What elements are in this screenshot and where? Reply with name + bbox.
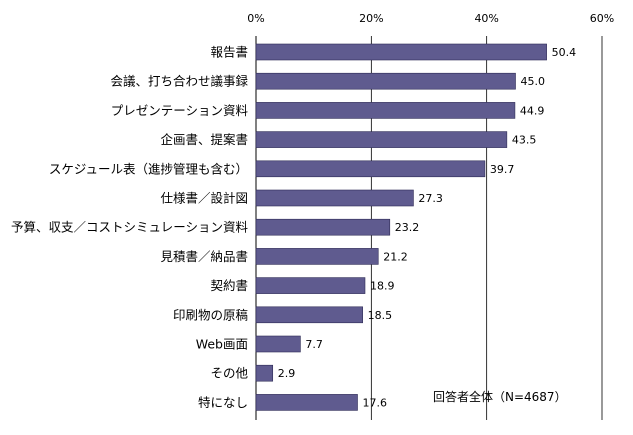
respondents-note: 回答者全体（N=4687）	[433, 389, 567, 404]
bar	[255, 72, 516, 90]
bar	[255, 335, 301, 353]
category-label: プレゼンテーション資料	[111, 103, 249, 118]
x-axis-ticks: 0% 20% 40% 60%	[247, 12, 614, 25]
value-labels: 50.4 45.0 44.9 43.5 39.7 27.3 23.2 21.2 18.9 18.5…	[278, 46, 576, 409]
bar	[255, 277, 366, 294]
category-label: 契約書	[210, 278, 248, 293]
data-label: 2.9	[278, 367, 296, 380]
category-label: Web画面	[196, 337, 248, 352]
data-label: 18.5	[368, 309, 393, 322]
data-label: 45.0	[521, 75, 546, 88]
data-label: 18.9	[370, 280, 395, 293]
data-label: 44.9	[520, 104, 545, 117]
x-tick-label: 0%	[247, 12, 264, 25]
category-label: 会議、打ち合わせ議事録	[110, 74, 248, 89]
data-label: 27.3	[418, 192, 443, 205]
bar	[255, 131, 508, 148]
bar	[255, 306, 363, 324]
x-tick-label: 20%	[359, 12, 383, 25]
data-label: 23.2	[395, 221, 420, 234]
x-tick-label: 40%	[474, 12, 498, 25]
category-label: 報告書	[210, 45, 248, 60]
category-label: 見積書／納品書	[160, 249, 248, 264]
data-label: 50.4	[552, 46, 577, 59]
bar	[255, 189, 414, 207]
bar	[255, 248, 379, 265]
bar	[255, 394, 358, 411]
category-label: 予算、収支／コストシミュレーション資料	[11, 220, 249, 235]
data-label: 7.7	[305, 338, 323, 351]
bar	[255, 102, 516, 119]
category-label: その他	[210, 366, 248, 381]
category-label: スケジュール表（進捗管理も含む）	[49, 161, 248, 176]
category-labels: 報告書会議、打ち合わせ議事録プレゼンテーション資料企画書、提案書スケジュール表（…	[11, 45, 249, 410]
bar	[255, 364, 274, 382]
data-label: 21.2	[383, 250, 408, 263]
data-label: 17.6	[362, 396, 387, 409]
category-label: 企画書、提案書	[160, 132, 248, 147]
bar	[255, 160, 486, 178]
category-label: 印刷物の原稿	[173, 307, 248, 322]
bar	[255, 218, 391, 236]
category-label: 特になし	[198, 395, 248, 410]
data-label: 43.5	[512, 134, 536, 147]
x-tick-label: 60%	[590, 12, 614, 25]
category-label: 仕様書／設計図	[160, 191, 248, 206]
bars	[255, 43, 547, 411]
bar	[255, 43, 547, 61]
data-label: 39.7	[490, 163, 514, 176]
